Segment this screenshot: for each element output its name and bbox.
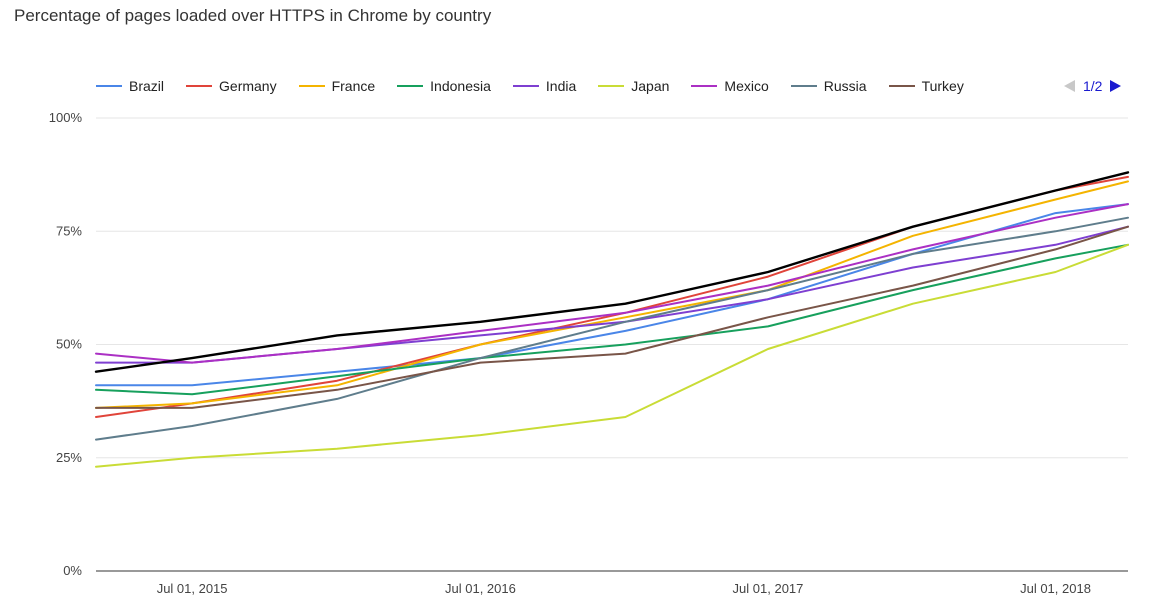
x-tick-label: Jul 01, 2016 [445,581,516,596]
legend-swatch [790,85,817,87]
series-line-turkey [95,225,1129,409]
series-line-indonesia [95,243,1129,396]
legend-swatch [598,85,625,87]
legend-swatch [298,85,325,87]
y-tick-label: 50% [56,337,82,352]
legend-swatch [512,85,539,87]
series-line-india [95,225,1129,364]
series-line-mexico [95,203,1129,364]
series-line-russia [95,216,1129,441]
legend-swatch [186,85,213,87]
legend-label: Indonesia [430,78,491,94]
chart-legend: Brazil Germany France Indonesia India Japan Me… [96,76,986,96]
x-tick-label: Jul 01, 2015 [157,581,228,596]
legend-item-japan[interactable]: Japan [598,78,669,94]
prev-page-icon[interactable] [1064,80,1075,92]
legend-label: Brazil [129,78,165,94]
legend-item-russia[interactable]: Russia [790,78,867,94]
x-tick-label: Jul 01, 2018 [1020,581,1091,596]
series-line-overall [94,171,1130,373]
legend-label: Russia [823,78,867,94]
legend-label: Germany [219,78,277,94]
legend-swatch [691,85,718,87]
series-line-japan [95,243,1129,468]
legend-item-india[interactable]: India [512,78,577,94]
x-tick-label: Jul 01, 2017 [733,581,804,596]
legend-item-indonesia[interactable]: Indonesia [397,78,491,94]
y-tick-label: 100% [49,110,83,125]
legend-item-turkey[interactable]: Turkey [888,78,964,94]
legend-label: Mexico [724,78,769,94]
legend-swatch [96,85,122,87]
legend-label: France [331,78,376,94]
y-tick-label: 25% [56,450,82,465]
legend-item-brazil[interactable]: Brazil [96,78,164,94]
series-line-brazil [95,203,1129,387]
legend-item-france[interactable]: France [298,78,376,94]
series-line-france [95,180,1129,409]
chart-title: Percentage of pages loaded over HTTPS in… [14,6,492,25]
next-page-icon[interactable] [1110,80,1122,92]
legend-label: Japan [631,78,670,94]
legend-item-mexico[interactable]: Mexico [691,78,769,94]
legend-page-indicator: 1/2 [1083,78,1103,94]
legend-label: Turkey [921,78,964,94]
legend-swatch [397,85,424,87]
legend-item-germany[interactable]: Germany [186,78,277,94]
legend-label: India [545,78,577,94]
y-tick-label: 0% [63,563,82,578]
legend-pager: 1/2 [1064,76,1122,96]
legend-swatch [888,85,915,87]
y-tick-label: 75% [56,223,82,238]
series-line-germany [95,175,1129,418]
